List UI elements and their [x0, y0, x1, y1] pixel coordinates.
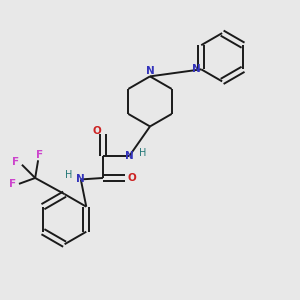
Text: O: O	[93, 126, 101, 136]
Text: F: F	[36, 150, 43, 160]
Text: N: N	[76, 174, 85, 184]
Text: N: N	[192, 64, 200, 74]
Text: N: N	[125, 151, 134, 161]
Text: F: F	[9, 179, 16, 189]
Text: N: N	[146, 66, 154, 76]
Text: H: H	[139, 148, 146, 158]
Text: F: F	[12, 157, 19, 167]
Text: H: H	[65, 170, 73, 180]
Text: O: O	[127, 173, 136, 183]
